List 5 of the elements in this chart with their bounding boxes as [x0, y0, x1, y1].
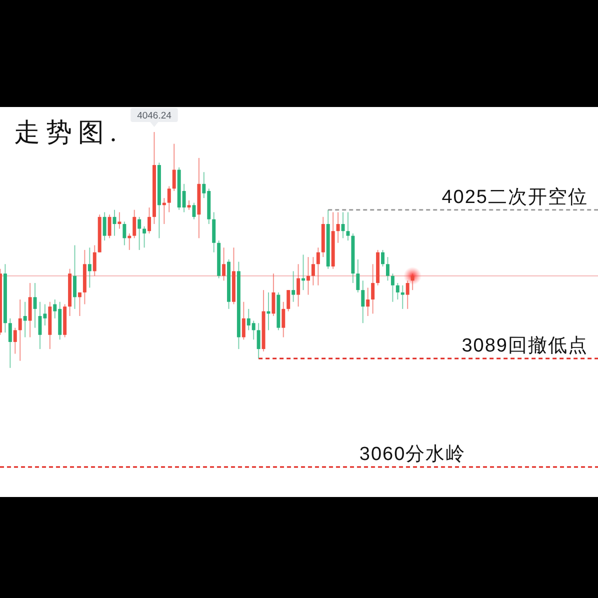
annotation: 4046.24: [137, 110, 172, 122]
ref-line-label: 3060分水岭: [359, 444, 466, 465]
ref-line-label: 3089回撤低点: [462, 335, 588, 356]
chart-title: 走势图.: [14, 118, 122, 147]
ref-line-label: 4025二次开空位: [442, 186, 588, 208]
